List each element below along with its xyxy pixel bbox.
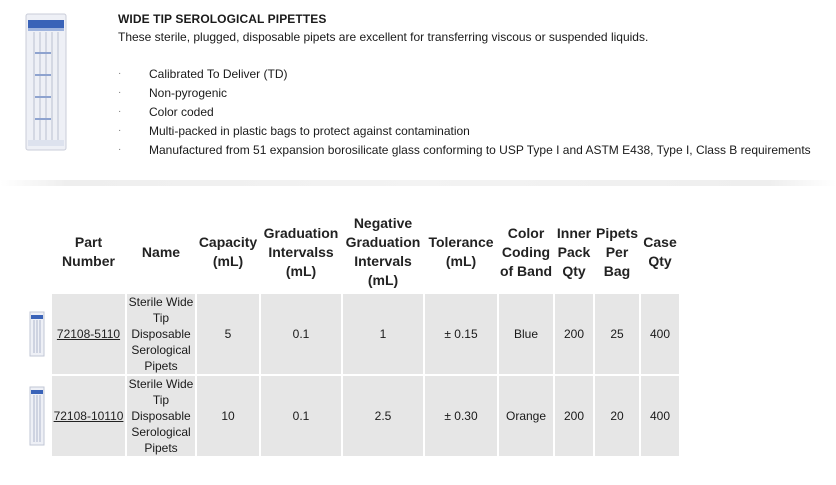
name-cell: Sterile Wide Tip Disposable Serological … (125, 292, 197, 376)
negative-graduation-cell: 1 (341, 292, 425, 376)
bullet-icon: · (118, 125, 122, 136)
feature-text: Color coded (149, 105, 214, 119)
part-number-link[interactable]: 72108-10110 (53, 409, 124, 423)
product-thumbnail-image (29, 386, 45, 446)
header-color-coding: Color Coding of Band (498, 212, 554, 293)
inner-pack-cell: 200 (553, 292, 595, 376)
capacity-cell: 10 (195, 374, 261, 458)
part-number-cell: 72108-10110 (50, 374, 127, 458)
header-tolerance: Tolerance (mL) (424, 212, 498, 293)
tolerance-cell: ± 0.15 (423, 292, 499, 376)
section-divider (0, 180, 836, 186)
feature-text: Manufactured from 51 expansion borosilic… (149, 143, 811, 157)
product-description: These sterile, plugged, disposable pipet… (118, 30, 649, 44)
list-item: · Multi-packed in plastic bags to protect… (118, 124, 811, 143)
table-row: 72108-5110 Sterile Wide Tip Disposable S… (24, 292, 681, 376)
tolerance-cell: ± 0.30 (423, 374, 499, 458)
product-thumbnail-image (29, 311, 45, 357)
case-qty-cell: 400 (639, 374, 681, 458)
list-item: · Non-pyrogenic (118, 86, 811, 105)
header-inner-pack-qty: Inner Pack Qty (554, 212, 594, 293)
table-header-row: Part Number Name Capacity (mL) Graduatio… (24, 212, 680, 293)
part-number-link[interactable]: 72108-5110 (56, 327, 121, 341)
header-name: Name (126, 212, 196, 293)
capacity-cell: 5 (195, 292, 261, 376)
list-item: · Calibrated To Deliver (TD) (118, 67, 811, 86)
pipets-per-bag-cell: 20 (593, 374, 641, 458)
bullet-icon: · (118, 144, 122, 155)
feature-text: Non-pyrogenic (149, 86, 228, 100)
feature-text: Multi-packed in plastic bags to protect … (149, 124, 470, 138)
case-qty-cell: 400 (639, 292, 681, 376)
pipets-per-bag-cell: 25 (593, 292, 641, 376)
header-case-qty: Case Qty (640, 212, 680, 293)
specification-table: Part Number Name Capacity (mL) Graduatio… (24, 212, 681, 458)
header-image-column (24, 212, 51, 293)
bullet-icon: · (118, 87, 122, 98)
bullet-icon: · (118, 68, 122, 79)
header-part-number: Part Number (51, 212, 126, 293)
color-coding-cell: Blue (497, 292, 555, 376)
graduation-cell: 0.1 (259, 374, 343, 458)
header-capacity: Capacity (mL) (196, 212, 260, 293)
product-title: WIDE TIP SEROLOGICAL PIPETTES (118, 12, 327, 26)
feature-list: · Calibrated To Deliver (TD) · Non-pyrogen… (118, 67, 811, 162)
color-coding-cell: Orange (497, 374, 555, 458)
bullet-icon: · (118, 106, 122, 117)
product-package-image (25, 13, 67, 151)
row-thumbnail-cell (24, 375, 51, 457)
table-row: 72108-10110 Sterile Wide Tip Disposable … (24, 374, 681, 458)
list-item: · Manufactured from 51 expansion borosili… (118, 143, 811, 162)
name-cell: Sterile Wide Tip Disposable Serological … (125, 374, 197, 458)
header-pipets-per-bag: Pipets Per Bag (594, 212, 640, 293)
graduation-cell: 0.1 (259, 292, 343, 376)
header-graduation-intervals: Graduation Intervalss (mL) (260, 212, 342, 293)
list-item: · Color coded (118, 105, 811, 124)
part-number-cell: 72108-5110 (50, 292, 127, 376)
inner-pack-cell: 200 (553, 374, 595, 458)
row-thumbnail-cell (24, 293, 51, 375)
header-negative-graduation-intervals: Negative Graduation Intervals (mL) (342, 212, 424, 293)
negative-graduation-cell: 2.5 (341, 374, 425, 458)
feature-text: Calibrated To Deliver (TD) (149, 67, 288, 81)
